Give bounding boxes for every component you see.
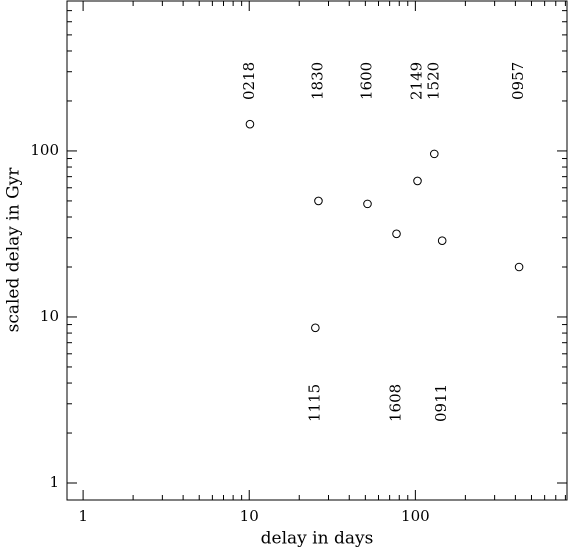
point-label: 1115: [305, 384, 323, 422]
point-label: 0218: [240, 62, 258, 100]
point: [245, 119, 255, 129]
x-axis-label: delay in days: [261, 529, 374, 549]
x-tick-label: 1: [78, 507, 88, 525]
plot-frame: [66, 0, 568, 501]
x-tick-label: 100: [401, 507, 430, 525]
point: [413, 176, 422, 186]
y-tick-label: 10: [40, 307, 59, 325]
point: [314, 196, 323, 206]
point: [429, 149, 439, 159]
point-label: 0911: [432, 384, 450, 422]
point-label: 0957: [509, 62, 527, 100]
point-label: 1520: [424, 62, 442, 100]
y-tick-label: 1: [49, 473, 59, 491]
point: [437, 236, 447, 245]
point: [363, 199, 372, 209]
x-tick-label: 10: [240, 507, 259, 525]
point: [514, 262, 524, 272]
y-axis-label: scaled delay in Gyr: [4, 167, 24, 333]
point: [392, 229, 401, 239]
point-label: 1608: [387, 384, 405, 422]
point: [311, 323, 320, 333]
y-tick-label: 100: [30, 141, 59, 159]
point-label: 1830: [308, 62, 326, 100]
point-label: 2149: [407, 62, 425, 100]
point-label: 1600: [357, 62, 375, 100]
